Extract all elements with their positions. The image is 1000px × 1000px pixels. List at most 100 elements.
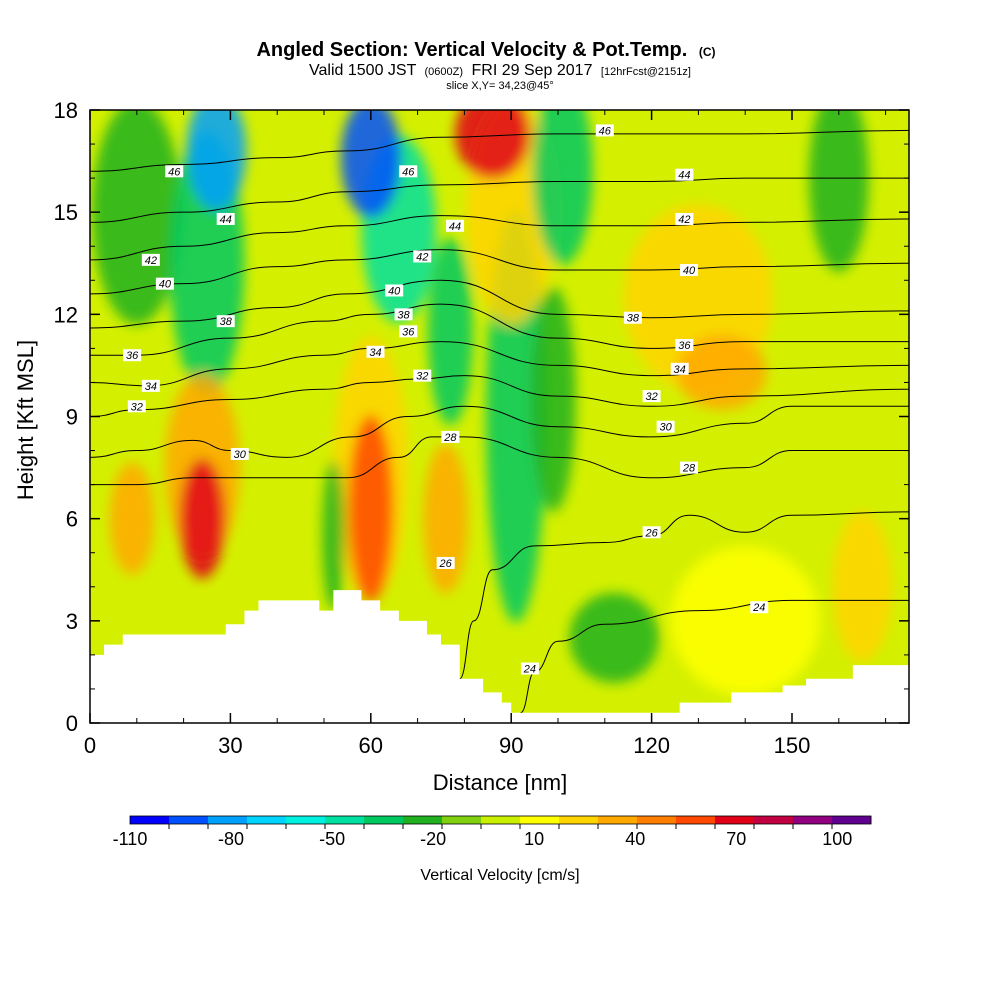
theta-label-32: 32: [645, 391, 657, 403]
chart-subtitle: Valid 1500 JST (0600Z) FRI 29 Sep 2017 […: [309, 62, 691, 79]
theta-contour-40: [90, 249, 909, 295]
velocity-feature: [569, 592, 660, 683]
colorbar-swatch: [208, 816, 248, 824]
velocity-feature: [832, 511, 893, 662]
theta-label-bg: [413, 250, 432, 263]
velocity-feature: [348, 414, 394, 603]
theta-label-46: 46: [168, 166, 181, 178]
theta-label-46: 46: [402, 166, 415, 178]
theta-label-24: 24: [523, 664, 536, 676]
velocity-feature: [676, 334, 767, 410]
theta-contour-46: [90, 129, 909, 172]
theta-label-38: 38: [220, 316, 233, 328]
theta-label-bg: [750, 601, 769, 614]
theta-label-bg: [230, 447, 249, 460]
theta-label-bg: [595, 124, 614, 137]
chart-title: Angled Section: Vertical Velocity & Pot.…: [256, 39, 715, 61]
colorbar-swatch: [793, 816, 833, 824]
chart-title-main: Angled Section: Vertical Velocity & Pot.…: [256, 39, 687, 61]
theta-label-bg: [127, 400, 146, 413]
theta-contours: [90, 129, 909, 714]
theta-label-44: 44: [449, 221, 461, 233]
velocity-feature: [322, 460, 345, 611]
theta-label-32: 32: [131, 401, 143, 413]
colorbar-swatch: [130, 816, 170, 824]
y-tick-label: 18: [54, 98, 78, 123]
colorbar-swatch: [754, 816, 794, 824]
chart-title-suffix: (C): [699, 45, 716, 59]
velocity-feature: [423, 443, 469, 594]
theta-label-28: 28: [682, 463, 696, 475]
y-tick-label: 12: [54, 302, 78, 327]
theta-contour-26: [459, 511, 909, 680]
colorbar-tick-label: 40: [625, 829, 645, 849]
x-axis-label: Distance [nm]: [433, 770, 568, 795]
theta-label-32: 32: [416, 371, 428, 383]
colorbar-swatch: [247, 816, 287, 824]
theta-label-36: 36: [678, 340, 691, 352]
theta-label-bg: [441, 430, 460, 443]
colorbar: -110 -80 -50 -20 10 40 70 100: [113, 815, 872, 849]
theta-label-38: 38: [627, 313, 640, 325]
y-tick-label: 9: [66, 405, 78, 430]
velocity-feature: [91, 110, 182, 325]
theta-label-bg: [141, 379, 160, 392]
theta-label-46: 46: [599, 125, 612, 137]
theta-label-bg: [680, 461, 699, 474]
colorbar-swatch: [676, 816, 716, 824]
velocity-feature: [530, 287, 576, 512]
theta-label-bg: [623, 311, 642, 324]
velocity-feature: [186, 110, 247, 211]
theta-label-24: 24: [752, 602, 765, 614]
theta-label-bg: [413, 369, 432, 382]
theta-label-bg: [675, 212, 694, 225]
subtitle-utc: (0600Z): [425, 66, 464, 78]
theta-label-bg: [675, 338, 694, 351]
theta-label-40: 40: [683, 265, 696, 277]
theta-label-40: 40: [159, 279, 172, 291]
x-tick-label: 150: [774, 733, 811, 758]
theta-label-bg: [399, 165, 418, 178]
colorbar-swatch: [520, 816, 560, 824]
y-tick-label: 3: [66, 609, 78, 634]
theta-label-bg: [642, 526, 661, 539]
colorbar-swatch: [325, 816, 365, 824]
colorbar-tick-label: -80: [218, 829, 244, 849]
x-tick-label: 30: [218, 733, 242, 758]
theta-label-bg: [216, 315, 235, 328]
velocity-feature: [670, 545, 821, 696]
theta-label-bg: [366, 345, 385, 358]
colorbar-swatch: [598, 816, 638, 824]
velocity-feature: [532, 110, 593, 265]
colorbar-swatch: [715, 816, 755, 824]
theta-label-bg: [394, 308, 413, 321]
theta-label-bg: [656, 420, 675, 433]
colorbar-swatch: [364, 816, 404, 824]
colorbar-label: Vertical Velocity [cm/s]: [420, 867, 579, 884]
theta-label-38: 38: [397, 309, 410, 321]
colorbar-tick-label: 10: [524, 829, 544, 849]
colorbar-tick-label: -110: [113, 829, 148, 849]
colorbar-tick-label: -20: [420, 829, 446, 849]
subtitle-fcst: [12hrFcst@2151z]: [601, 66, 691, 78]
colorbar-frame: [129, 815, 872, 825]
colorbar-swatch: [403, 816, 443, 824]
theta-label-44: 44: [678, 170, 690, 182]
colorbar-tick-label: 100: [822, 829, 852, 849]
theta-label-bg: [216, 212, 235, 225]
theta-label-bg: [670, 362, 689, 375]
x-tick-label: 90: [499, 733, 523, 758]
y-tick-label: 0: [66, 711, 78, 736]
theta-label-26: 26: [644, 527, 658, 539]
velocity-feature: [427, 237, 473, 426]
colorbar-tick-label: 70: [726, 829, 746, 849]
theta-label-28: 28: [443, 432, 457, 444]
theta-label-bg: [675, 168, 694, 181]
slice-label: slice X,Y= 34,23@45°: [446, 80, 554, 92]
colorbar-tick-label: -50: [319, 829, 345, 849]
y-tick-label: 6: [66, 507, 78, 532]
terrain: [90, 590, 909, 723]
